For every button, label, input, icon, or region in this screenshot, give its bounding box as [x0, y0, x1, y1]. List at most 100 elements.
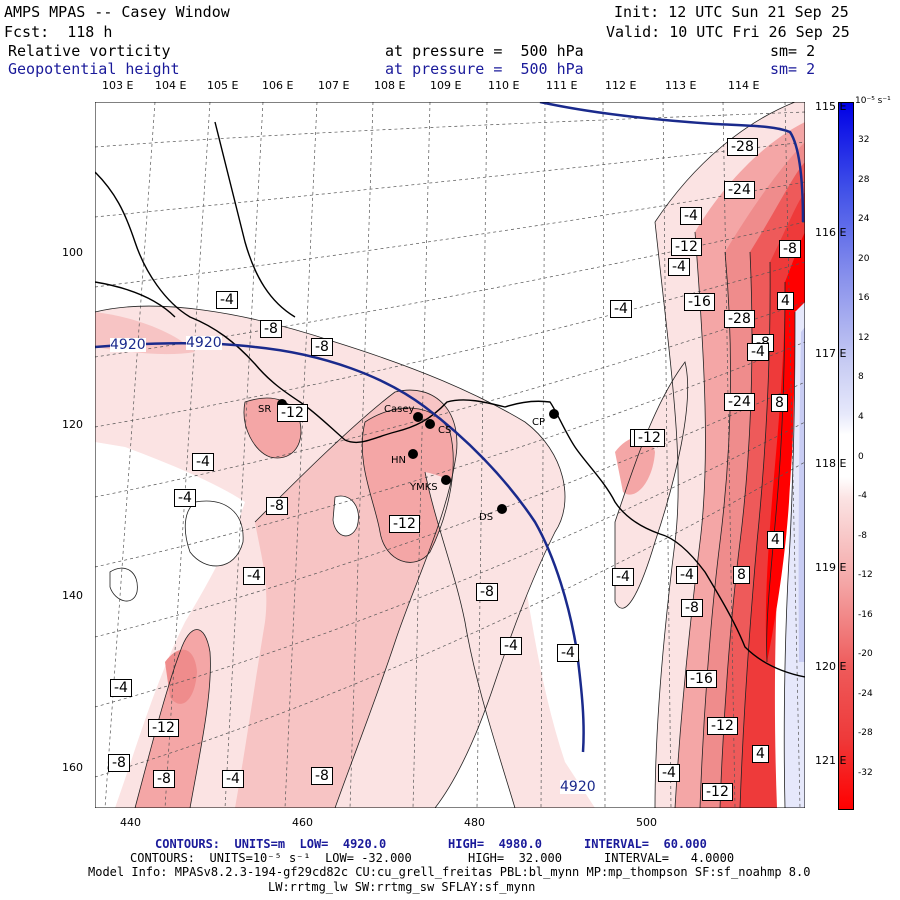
x-tick-label: 460 — [292, 816, 313, 829]
vorticity-contour-label: -12 — [671, 238, 702, 256]
contours-height-interval: INTERVAL= 60.000 — [584, 837, 707, 851]
contours-vort-high: HIGH= 32.000 — [468, 851, 562, 865]
top-lon-label: 110 E — [488, 79, 520, 92]
y-tick-label: 120 — [62, 418, 83, 431]
top-lon-label: 107 E — [318, 79, 350, 92]
vorticity-contour-label: -4 — [676, 566, 698, 584]
field1-level: at pressure = 500 hPa — [385, 42, 584, 60]
model-info: Model Info: MPASv8.2.3-194-gf29cd82c CU:… — [88, 865, 811, 879]
station-label: DS — [479, 512, 494, 523]
vorticity-contour-label: -8 — [153, 770, 175, 788]
vorticity-contour-label: -4 — [174, 489, 196, 507]
colorbar-level-label: 28 — [858, 175, 870, 185]
vorticity-contour-label: -4 — [747, 343, 769, 361]
vorticity-contour-label: -8 — [681, 599, 703, 617]
init-time: Init: 12 UTC Sun 21 Sep 25 — [614, 3, 849, 21]
colorbar-level-label: -16 — [858, 610, 873, 620]
y-tick-label: 160 — [62, 761, 83, 774]
x-tick-label: 440 — [120, 816, 141, 829]
vorticity-contour-label: -4 — [557, 644, 579, 662]
colorbar-level-label: -24 — [858, 689, 873, 699]
top-lon-label: 111 E — [546, 79, 578, 92]
vorticity-contour-label: -16 — [686, 670, 717, 688]
height-contour-label: 4920 — [186, 335, 222, 351]
field1-name: Relative vorticity — [8, 42, 171, 60]
vorticity-contour-label: -12 — [148, 719, 179, 737]
right-lon-label: 120 E — [815, 660, 847, 673]
height-contour-label: 4920 — [110, 337, 146, 353]
colorbar-level-label: 16 — [858, 293, 870, 303]
contours-height-high: HIGH= 4980.0 — [448, 837, 542, 851]
vorticity-contour-label: -8 — [311, 338, 333, 356]
vorticity-contour-label: 8 — [771, 394, 788, 412]
vorticity-contour-label: -4 — [500, 637, 522, 655]
height-contour-label: 4920 — [560, 779, 596, 795]
colorbar-level-label: -4 — [858, 491, 867, 501]
vorticity-contour-label: -4 — [612, 568, 634, 586]
vorticity-contour-label: -4 — [680, 207, 702, 225]
colorbar-level-label: 12 — [858, 333, 870, 343]
colorbar-level-label: 24 — [858, 214, 870, 224]
vorticity-contour-label: -4 — [668, 258, 690, 276]
valid-time: Valid: 10 UTC Fri 26 Sep 25 — [606, 23, 850, 41]
x-tick-label: 480 — [464, 816, 485, 829]
colorbar-level-label: 8 — [858, 372, 864, 382]
top-lon-label: 106 E — [262, 79, 294, 92]
station-label: SR — [258, 404, 272, 415]
vorticity-contour-label: -12 — [702, 783, 733, 801]
x-tick-label: 500 — [636, 816, 657, 829]
vorticity-contour-label: -4 — [216, 291, 238, 309]
colorbar-unit: 10⁻⁵ s⁻¹ — [855, 96, 891, 106]
vorticity-contour-label: -8 — [476, 583, 498, 601]
contours-vort-interval: INTERVAL= 4.0000 — [604, 851, 735, 865]
top-lon-label: 112 E — [605, 79, 637, 92]
station-label: Casey — [384, 404, 415, 415]
vorticity-contour-label: 4 — [777, 292, 794, 310]
top-lon-label: 103 E — [102, 79, 134, 92]
y-tick-label: 100 — [62, 246, 83, 259]
field2-smoothing: sm= 2 — [770, 60, 816, 78]
vorticity-contour-label: -4 — [192, 453, 214, 471]
colorbar-level-label: 20 — [858, 254, 870, 264]
vorticity-contour-label: -8 — [266, 497, 288, 515]
colorbar-level-label: -28 — [858, 728, 873, 738]
vorticity-contour-label: -12 — [389, 515, 420, 533]
right-lon-label: 118 E — [815, 457, 847, 470]
colorbar-level-label: 32 — [858, 135, 870, 145]
vorticity-contour-label: -8 — [108, 754, 130, 772]
vorticity-contour-label: 8 — [733, 566, 750, 584]
vorticity-contour-label: -4 — [243, 567, 265, 585]
colorbar — [838, 102, 854, 810]
station-label: CP — [532, 417, 546, 428]
contours-height-info: CONTOURS: UNITS=m LOW= 4920.0 — [155, 837, 387, 851]
colorbar-level-label: 4 — [858, 412, 864, 422]
contours-vort-info: CONTOURS: UNITS=10⁻⁵ s⁻¹ LOW= -32.000 — [130, 851, 412, 865]
top-lon-label: 105 E — [207, 79, 239, 92]
vorticity-contour-label: -4 — [658, 764, 680, 782]
right-lon-label: 116 E — [815, 226, 847, 239]
top-lon-label: 109 E — [430, 79, 462, 92]
station-label: YMKS — [410, 482, 438, 493]
vorticity-contour-label: -4 — [222, 770, 244, 788]
y-tick-label: 140 — [62, 589, 83, 602]
vorticity-contour-label: -4 — [110, 679, 132, 697]
vorticity-contour-label: -24 — [724, 393, 755, 411]
colorbar-level-label: -12 — [858, 570, 873, 580]
colorbar-level-label: 0 — [858, 452, 864, 462]
field1-smoothing: sm= 2 — [770, 42, 816, 60]
coastline — [95, 121, 805, 678]
lat-lon-grid — [95, 102, 805, 808]
station-label: CS — [438, 425, 452, 436]
top-lon-label: 104 E — [155, 79, 187, 92]
vorticity-contour-label: -12 — [634, 429, 665, 447]
forecast-hour: Fcst: 118 h — [4, 23, 113, 41]
top-lon-label: 114 E — [728, 79, 760, 92]
vorticity-contour-label: -16 — [684, 293, 715, 311]
station-label: HN — [391, 455, 406, 466]
colorbar-level-label: -8 — [858, 531, 867, 541]
field2-level: at pressure = 500 hPa — [385, 60, 584, 78]
right-lon-label: 119 E — [815, 561, 847, 574]
field2-name: Geopotential height — [8, 60, 180, 78]
right-lon-label: 115 E — [815, 100, 847, 113]
vorticity-contour-label: -8 — [311, 767, 333, 785]
